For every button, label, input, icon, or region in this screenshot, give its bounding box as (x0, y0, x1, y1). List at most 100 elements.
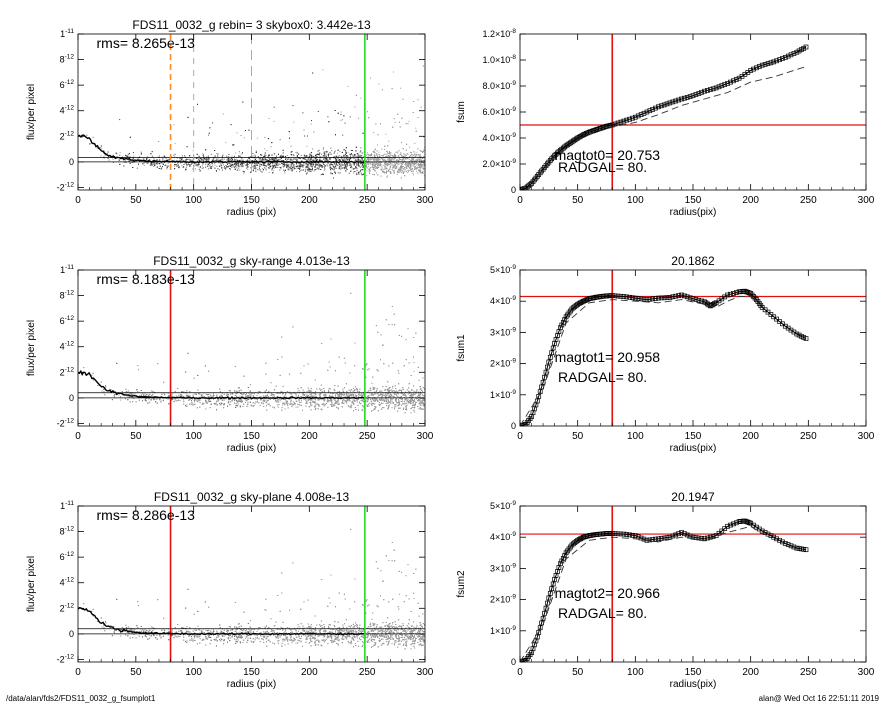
data-point (197, 160, 199, 162)
data-point (323, 164, 325, 165)
data-point (214, 167, 216, 169)
data-point (319, 165, 321, 167)
data-point (333, 177, 334, 179)
data-point (299, 167, 301, 169)
data-point (124, 160, 126, 162)
data-point (415, 160, 417, 162)
data-point (287, 168, 289, 170)
data-point (342, 152, 343, 153)
data-point (201, 165, 203, 167)
data-point (271, 168, 273, 170)
data-point (202, 163, 204, 165)
data-point (272, 166, 274, 168)
data-point (423, 175, 425, 177)
data-point (382, 167, 383, 169)
data-point (410, 167, 412, 169)
data-point (339, 151, 341, 152)
data-point (166, 166, 168, 168)
data-point (384, 159, 386, 161)
data-point (116, 153, 118, 155)
data-point (145, 159, 147, 161)
data-point (293, 155, 295, 157)
data-point (412, 163, 414, 165)
data-point (289, 137, 290, 139)
data-point (309, 167, 311, 169)
data-point (399, 158, 400, 160)
data-point (366, 159, 367, 161)
data-point (255, 163, 257, 165)
data-point (420, 160, 422, 162)
data-point (414, 155, 416, 157)
data-point (422, 161, 424, 163)
data-point (376, 154, 378, 156)
data-point (422, 157, 424, 159)
data-point (411, 168, 413, 170)
data-point (316, 156, 318, 158)
data-point (395, 164, 397, 166)
data-point (327, 165, 329, 167)
data-point (133, 162, 135, 163)
data-point (372, 165, 373, 167)
data-point (343, 115, 345, 117)
data-point (208, 132, 210, 134)
data-point (296, 171, 297, 172)
data-point (405, 164, 407, 166)
data-point (248, 157, 250, 159)
data-point (409, 146, 411, 148)
data-point (383, 154, 384, 156)
data-point (290, 159, 292, 161)
data-point (306, 159, 308, 161)
data-point (406, 163, 408, 165)
data-point (378, 159, 380, 161)
data-point (254, 162, 256, 164)
data-point (162, 158, 164, 160)
data-point (305, 163, 307, 165)
data-point (356, 158, 358, 160)
data-point (226, 162, 228, 164)
data-point (256, 137, 258, 139)
data-point (378, 164, 380, 166)
data-point (192, 150, 194, 152)
data-point (139, 160, 140, 162)
data-point (241, 163, 243, 165)
data-point (86, 134, 88, 136)
data-point (381, 155, 383, 156)
data-point (307, 164, 309, 166)
data-point (255, 150, 257, 152)
data-point (320, 164, 322, 166)
data-point (390, 165, 392, 167)
data-point (243, 163, 245, 165)
data-point (309, 155, 311, 157)
data-point (245, 165, 247, 167)
data-point (320, 159, 322, 161)
data-point (355, 146, 357, 148)
data-point (261, 159, 263, 161)
data-point (255, 155, 256, 157)
data-point (96, 147, 98, 149)
data-point (415, 130, 417, 132)
data-point (423, 168, 425, 169)
data-point (112, 159, 114, 161)
data-point (303, 129, 305, 131)
data-point (401, 160, 403, 162)
data-point (304, 170, 306, 172)
data-point (315, 164, 317, 166)
data-point (267, 165, 269, 166)
plot-area (78, 34, 425, 190)
data-point (362, 165, 364, 167)
data-point (194, 163, 196, 165)
data-point (221, 169, 223, 171)
data-point (400, 162, 402, 164)
data-point (389, 166, 391, 168)
data-point (236, 164, 237, 166)
data-point (401, 117, 403, 119)
data-point (252, 153, 254, 154)
data-point (377, 157, 379, 159)
data-point (315, 162, 317, 164)
data-point (415, 151, 417, 153)
data-point (347, 155, 349, 157)
data-point (159, 159, 161, 161)
data-point (229, 165, 231, 167)
data-point (357, 155, 358, 157)
data-point (167, 165, 169, 167)
